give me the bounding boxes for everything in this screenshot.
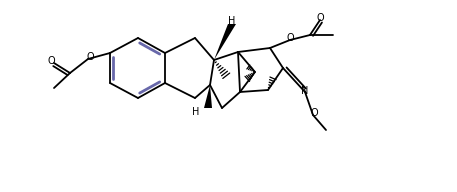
Text: O: O	[286, 33, 294, 43]
Text: H: H	[192, 107, 200, 117]
Text: O: O	[86, 52, 94, 62]
Text: O: O	[47, 56, 55, 66]
Text: H: H	[228, 16, 236, 26]
Polygon shape	[204, 85, 212, 108]
Text: O: O	[310, 108, 318, 118]
Polygon shape	[214, 24, 236, 60]
Text: O: O	[316, 13, 324, 23]
Text: N: N	[301, 86, 308, 96]
